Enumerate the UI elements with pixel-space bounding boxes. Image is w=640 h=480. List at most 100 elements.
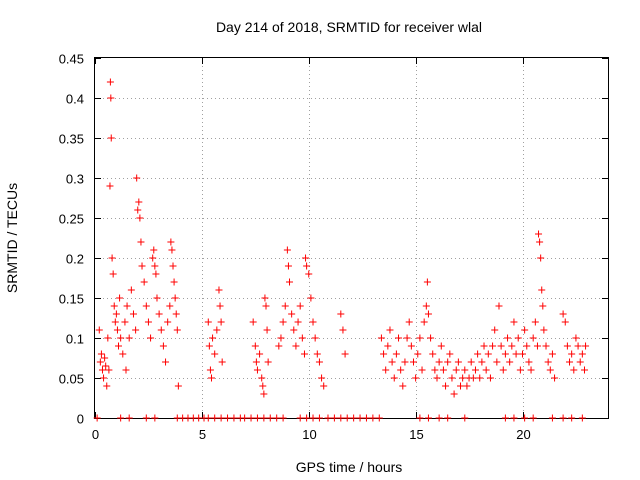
data-point: [418, 366, 426, 374]
data-point: [461, 366, 469, 374]
data-point: [386, 326, 394, 334]
zero-point: [568, 414, 576, 422]
data-point: [480, 342, 488, 350]
data-point: [446, 350, 454, 358]
data-point: [155, 310, 163, 318]
data-point: [95, 326, 103, 334]
data-point: [454, 358, 462, 366]
data-point: [516, 366, 524, 374]
zero-point: [578, 414, 586, 422]
data-point: [399, 382, 407, 390]
data-point: [258, 374, 266, 382]
x-tick-label: 20: [516, 427, 530, 442]
data-point: [281, 302, 289, 310]
data-point: [397, 366, 405, 374]
data-point: [153, 294, 161, 302]
data-point: [403, 334, 411, 342]
zero-point: [93, 414, 101, 422]
data-point: [275, 342, 283, 350]
data-point: [469, 374, 477, 382]
data-point: [390, 374, 398, 382]
data-point: [166, 302, 174, 310]
y-tick-label: 0.15: [59, 292, 84, 307]
data-point: [112, 310, 120, 318]
zero-point: [444, 414, 452, 422]
zero-point: [548, 414, 556, 422]
data-point: [519, 350, 526, 358]
zero-point: [559, 414, 567, 422]
zero-point: [260, 414, 268, 422]
data-point: [259, 382, 267, 390]
data-point: [111, 318, 119, 326]
data-point: [286, 278, 294, 286]
zero-point: [369, 414, 377, 422]
data-point: [133, 174, 141, 182]
data-point: [173, 326, 181, 334]
zero-point: [461, 414, 469, 422]
data-point: [578, 350, 586, 358]
data-point: [525, 358, 533, 366]
data-point: [298, 334, 306, 342]
data-point: [580, 366, 588, 374]
data-point: [414, 350, 422, 358]
y-tick-label: 0: [77, 412, 84, 427]
data-point: [539, 302, 547, 310]
data-point: [149, 254, 157, 262]
zero-point: [217, 414, 225, 422]
data-point: [416, 334, 424, 342]
data-point: [261, 294, 269, 302]
data-point: [429, 350, 437, 358]
data-point: [123, 302, 131, 310]
data-point: [544, 358, 552, 366]
data-point: [135, 198, 143, 206]
data-point: [452, 366, 460, 374]
data-point: [384, 342, 392, 350]
data-point: [290, 326, 298, 334]
data-point: [459, 374, 467, 382]
zero-point: [279, 414, 287, 422]
data-point: [491, 326, 499, 334]
data-point: [561, 318, 569, 326]
data-point: [501, 350, 509, 358]
data-point: [101, 354, 109, 362]
data-point: [529, 334, 537, 342]
data-point: [318, 374, 326, 382]
data-point: [251, 342, 259, 350]
data-point: [420, 318, 428, 326]
data-point: [551, 374, 559, 382]
zero-point: [303, 414, 311, 422]
data-point: [392, 350, 400, 358]
data-point: [535, 230, 543, 238]
data-point: [377, 334, 385, 342]
data-point: [407, 342, 415, 350]
data-point: [536, 238, 544, 246]
data-point: [506, 358, 514, 366]
data-point: [127, 286, 135, 294]
data-point: [205, 342, 213, 350]
data-point: [119, 350, 127, 358]
grid: [95, 58, 608, 418]
data-point: [170, 278, 178, 286]
data-point: [107, 134, 115, 142]
data-point: [484, 350, 492, 358]
data-point: [150, 246, 158, 254]
data-point: [380, 350, 388, 358]
data-point: [476, 374, 484, 382]
data-point: [151, 262, 159, 270]
zero-point: [296, 414, 304, 422]
data-point: [582, 342, 590, 350]
data-point: [574, 342, 582, 350]
data-point: [311, 334, 319, 342]
data-point: [213, 326, 221, 334]
x-tick-label: 10: [302, 427, 316, 442]
data-point: [174, 382, 182, 390]
data-point: [169, 262, 177, 270]
zero-point: [117, 414, 125, 422]
zero-point: [125, 414, 133, 422]
data-point: [157, 326, 165, 334]
data-point: [262, 302, 270, 310]
data-point: [109, 270, 117, 278]
data-point: [167, 238, 175, 246]
data-point: [463, 382, 471, 390]
x-tick-label: 15: [409, 427, 423, 442]
